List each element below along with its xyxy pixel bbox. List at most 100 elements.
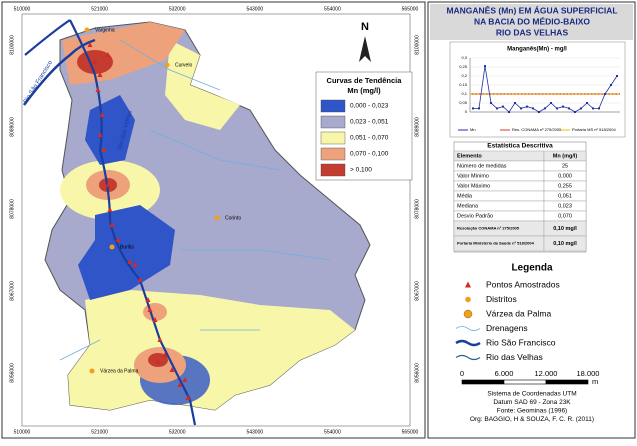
- inset-ytick: 0,2: [461, 73, 467, 78]
- table-label: Resolução CONAMA nº 275/2005: [457, 226, 520, 231]
- inset-point: [526, 105, 528, 108]
- table-value: 0,255: [558, 183, 572, 189]
- zone-yellow: [68, 290, 355, 410]
- inset-point: [502, 105, 504, 108]
- panel-title: RIO DAS VELHAS: [496, 27, 569, 37]
- legend-symbol: [465, 281, 471, 288]
- inset-point: [478, 107, 480, 110]
- inset-point: [574, 111, 576, 113]
- inset-legend-label: Res. CONAMA nº 275/2005: [512, 127, 562, 132]
- table-label: Média: [457, 193, 473, 199]
- credit: Sistema de Coordenadas UTM: [487, 391, 576, 398]
- scale-label: 6.000: [495, 369, 514, 378]
- north-label: N: [361, 21, 369, 33]
- scale-label: 18.000: [577, 369, 600, 378]
- scale-segment: [545, 379, 589, 385]
- table-value: 25: [562, 163, 568, 169]
- trend-legend-title: Curvas de Tendência: [327, 76, 403, 85]
- sample-point: [127, 259, 133, 264]
- trend-class-label: 0,023 - 0,051: [350, 119, 389, 126]
- trend-class-label: 0,070 - 0,100: [350, 151, 389, 158]
- x-coord: 554000: [324, 429, 341, 435]
- inset-chart-frame: [449, 41, 626, 138]
- sample-point: [182, 377, 188, 382]
- inset-ytick: 0: [465, 109, 468, 114]
- inset-point: [592, 107, 594, 110]
- table-label: Valor Mínimo: [457, 173, 489, 179]
- table-label: Mediana: [457, 203, 479, 209]
- x-coord: 521000: [91, 6, 108, 12]
- x-coord: 543000: [246, 429, 263, 435]
- legend-symbol: [455, 354, 481, 361]
- credit: Fonte: Geominas (1996): [497, 408, 567, 415]
- inset-point: [550, 102, 552, 104]
- inset-point: [520, 107, 522, 110]
- table-label: Valor Máximo: [457, 183, 490, 189]
- legend-symbol: [455, 326, 481, 331]
- inset-point: [484, 65, 486, 68]
- sample-point: [155, 359, 161, 364]
- district: [164, 62, 170, 68]
- sample-point: [115, 237, 121, 242]
- sample-point: [92, 59, 98, 64]
- x-coord: 532000: [169, 429, 186, 435]
- scale-segment: [461, 379, 505, 385]
- table-value: 0,10 mg/l: [553, 241, 577, 247]
- inset-point: [580, 107, 582, 110]
- inset-point: [616, 75, 618, 77]
- x-coord: 565000: [402, 429, 419, 435]
- trend-swatch: [320, 131, 346, 145]
- sample-point: [105, 182, 111, 187]
- basin: [44, 21, 371, 411]
- trend-class-label: 0,051 - 0,070: [350, 135, 389, 142]
- trend-swatch: [320, 115, 346, 129]
- legend-symbol: [465, 296, 471, 303]
- legend-label: Distritos: [486, 294, 517, 304]
- sample-points: [87, 42, 191, 400]
- table-label: Número de medidas: [457, 163, 507, 169]
- inset-point: [514, 102, 516, 104]
- trend-legend-title: Mn (mg/l): [347, 86, 381, 95]
- y-coord: 8056000: [414, 363, 420, 383]
- inset-ytick: 0,1: [461, 91, 467, 96]
- district: [89, 368, 95, 374]
- inset-ytick: 0,3: [461, 55, 467, 60]
- y-coord: 8067000: [414, 281, 420, 301]
- scale-label: 12.000: [535, 369, 558, 378]
- sample-point: [109, 222, 115, 227]
- inset-ytick: 0,25: [459, 64, 468, 69]
- sample-point: [101, 147, 107, 152]
- title-box: [430, 4, 633, 40]
- zone-yellow: [165, 40, 240, 130]
- scale-label: 0: [460, 369, 464, 378]
- inset-title: Manganês(Mn) - mg/l: [507, 47, 567, 53]
- y-coord: 8056000: [9, 363, 15, 383]
- sample-point: [97, 72, 103, 77]
- table-value: 0,000: [558, 173, 572, 179]
- sample-point: [185, 395, 191, 400]
- place-label: Várzea da Palma: [100, 368, 139, 374]
- table-value: 0,070: [558, 213, 572, 219]
- legend-label: Pontos Amostrados: [486, 279, 560, 289]
- place-label: Buritis: [120, 244, 134, 250]
- inset-point: [604, 93, 606, 95]
- sample-point: [107, 207, 113, 212]
- trend-class-label: > 0,100: [350, 167, 372, 174]
- district: [84, 27, 90, 33]
- inset-point: [508, 111, 510, 113]
- table-value: 0,10 mg/l: [553, 226, 577, 232]
- x-coord: 521000: [91, 429, 108, 435]
- inset-point: [532, 107, 534, 110]
- sample-point: [162, 352, 168, 357]
- y-coord: 8100000: [9, 35, 15, 55]
- north-arrow-shape: [359, 36, 371, 62]
- sample-point: [105, 52, 111, 57]
- x-coord: 543000: [246, 6, 263, 12]
- river-sao-francisco: [22, 38, 96, 106]
- y-coord: 8078000: [414, 199, 420, 219]
- table-value: 0,051: [558, 193, 572, 199]
- table-cell: [543, 235, 587, 252]
- legend-title: Legenda: [511, 263, 553, 274]
- inset-point: [556, 107, 558, 110]
